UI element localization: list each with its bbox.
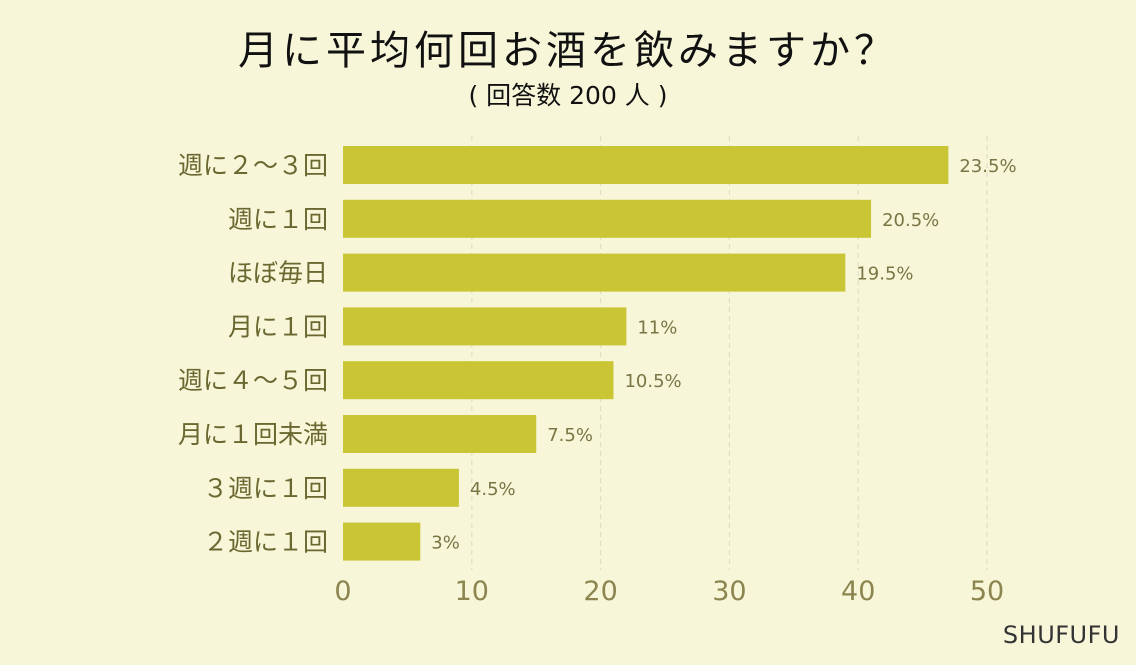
bar	[343, 199, 872, 238]
watermark: SHUFUFU	[1002, 621, 1120, 649]
x-tick-label: 50	[970, 576, 1004, 607]
bars	[343, 146, 949, 561]
category-label: 週に２～３回	[178, 151, 328, 180]
category-label: ３週に１回	[203, 474, 328, 503]
x-tick-label: 0	[334, 576, 351, 607]
category-label: ほぼ毎日	[228, 259, 328, 288]
data-label: 10.5%	[624, 371, 681, 392]
category-label: 月に１回未満	[178, 420, 328, 449]
category-label: 週に４～５回	[178, 366, 328, 395]
category-label: 週に１回	[228, 205, 328, 234]
x-tick-label: 40	[841, 576, 875, 607]
x-tick-label: 30	[712, 576, 746, 607]
bar	[343, 361, 614, 400]
category-label: 月に１回	[228, 312, 328, 341]
data-label: 23.5%	[959, 156, 1016, 177]
bar	[343, 307, 627, 346]
value-labels: 23.5% 20.5% 19.5% 11% 10.5% 7.5% 4.5% 3%	[431, 156, 1016, 554]
chart-subtitle: ( 回答数 200 人 )	[468, 81, 668, 110]
x-tick-label: 20	[583, 576, 617, 607]
category-label: ２週に１回	[203, 528, 328, 557]
data-label: 19.5%	[856, 264, 913, 285]
data-label: 4.5%	[470, 479, 516, 500]
bar	[343, 253, 846, 292]
data-label: 11%	[637, 317, 677, 338]
bar	[343, 146, 949, 184]
x-axis-ticks: 0 10 20 30 40 50	[334, 576, 1004, 607]
chart-title: 月に平均何回お酒を飲みますか？	[238, 28, 898, 74]
x-tick-label: 10	[455, 576, 489, 607]
bar	[343, 522, 421, 561]
data-label: 3%	[431, 533, 460, 554]
bar	[343, 468, 459, 507]
data-label: 20.5%	[882, 210, 939, 231]
data-label: 7.5%	[547, 425, 593, 446]
bar	[343, 415, 537, 453]
